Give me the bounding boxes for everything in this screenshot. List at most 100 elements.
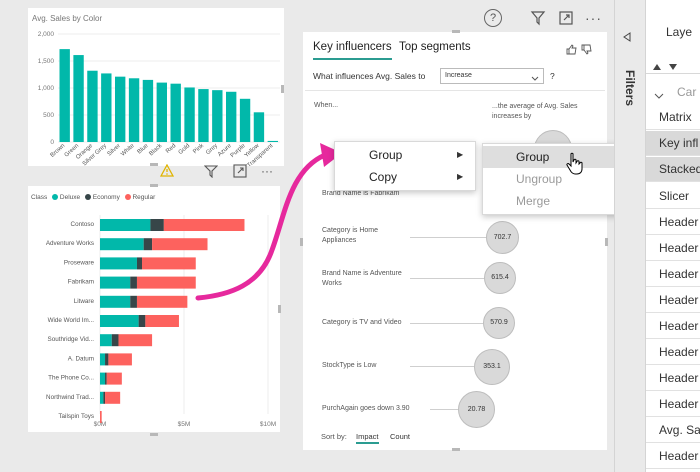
connector-line [410,366,474,367]
context-menu-item-copy[interactable]: Copy ▶ [335,166,475,188]
bar-segment [100,276,131,289]
resize-handle[interactable] [281,85,284,93]
bar [184,87,195,142]
bar-segment [105,391,121,404]
more-options-icon[interactable]: ··· [585,10,602,26]
pane-item-header[interactable]: Header [646,236,700,261]
pane-item-header[interactable]: Header [646,288,700,313]
resize-handle[interactable] [150,433,158,436]
pane-item-matrix[interactable]: Matrix [646,105,700,130]
sort-impact-button[interactable]: Impact [356,432,379,444]
influencer-bubble[interactable]: 702.7 [486,221,519,254]
resize-handle[interactable] [452,448,460,451]
ki-divider [305,90,605,91]
bar-segment [136,295,188,308]
thumbs-down-icon[interactable] [581,42,592,55]
pane-item-header[interactable]: Header [646,366,700,391]
submenu-item-merge[interactable]: Merge [483,190,633,212]
influencer-label-adventure-works[interactable]: Brand Name is Adventure Works [322,270,402,287]
context-menu-item-group[interactable]: Group ▶ [335,144,475,166]
filters-pane-collapsed[interactable] [614,0,643,472]
focus-mode-icon[interactable] [558,10,574,26]
pane-item-header[interactable]: Header [646,314,700,339]
sort-count-button[interactable]: Count [390,432,411,441]
influence-dropdown[interactable]: Increase [440,68,544,84]
pane-item-header[interactable]: Header [646,444,700,469]
pane-item-key-influencers[interactable]: Key infl [646,131,700,156]
x-tick-label: $0M [94,421,107,428]
pane-item-slicer[interactable]: Slicer [646,184,700,209]
bar [212,90,223,142]
bar-segment [143,238,153,251]
chevron-right-icon: ▶ [457,150,464,159]
connector-line [410,237,486,238]
resize-handle[interactable] [452,30,460,33]
warning-icon[interactable] [159,163,175,177]
submenu-item-group[interactable]: Group [483,146,633,168]
influencer-bubble[interactable]: 615.4 [484,262,516,294]
chart-title: Avg. Sales by Color [32,14,103,23]
filter-icon[interactable] [203,164,219,179]
bar-segment [108,353,132,366]
chevron-down-icon[interactable] [654,87,664,99]
legend-label-regular: Regular [132,194,156,201]
more-options-icon[interactable]: ··· [261,164,273,178]
avg-sales-by-color-chart[interactable]: Avg. Sales by Color 2,000 1,500 1,000 500 0 B… [28,8,284,166]
pane-item-header[interactable]: Header [646,210,700,235]
expand-filters-icon[interactable] [621,30,633,42]
bar [73,55,84,143]
bar-segment [138,315,146,327]
dropdown-value: Increase [445,72,472,79]
thumbs-up-icon[interactable] [566,42,577,55]
filter-icon[interactable] [530,10,546,26]
legend: Class Deluxe Economy Regular [31,194,155,201]
tab-active-underline [313,58,392,60]
key-influencers-visual[interactable] [303,32,607,450]
tab-top-segments[interactable]: Top segments [399,41,471,53]
influencer-bubble[interactable]: 570.9 [483,307,515,339]
filters-label[interactable]: Filters [623,70,637,107]
influencer-bubble[interactable]: 353.1 [474,349,510,385]
class-stacked-bar-chart[interactable]: Class Deluxe Economy Regular $0M $5M $10M C… [28,186,280,432]
influencer-bubble[interactable]: 20.78 [458,391,495,428]
resize-handle[interactable] [605,238,608,246]
resize-handle[interactable] [150,163,158,166]
help-icon[interactable]: ? [484,9,502,27]
bar-segment [100,295,131,308]
move-down-icon[interactable] [668,58,678,70]
pane-item-avg-sales[interactable]: Avg. Sa [646,418,700,443]
influencer-label-brand-fabrikam[interactable]: Brand Name is Fabrikam [322,190,400,197]
legend-dot-deluxe [52,194,59,200]
bar-segment [118,334,153,347]
bar [142,79,154,142]
y-tick-label: Adventure Works [46,240,94,247]
resize-handle[interactable] [278,305,281,313]
influencer-label-tv-video[interactable]: Category is TV and Video [322,319,402,326]
focus-mode-icon[interactable] [233,164,247,178]
y-tick-label: 1,500 [38,58,55,65]
influencer-label-stocktype[interactable]: StockType is Low [322,362,377,369]
x-tick-label: White [120,143,136,158]
resize-handle[interactable] [300,238,303,246]
bar-segment [130,295,137,308]
submenu-item-ungroup[interactable]: Ungroup [483,168,633,190]
pane-item-header[interactable]: Header [646,392,700,417]
bar [239,98,251,142]
move-up-icon[interactable] [652,58,662,70]
color-chart-svg: 2,0001,5001,0005000BrownGreenOrangeSilve… [38,31,280,166]
resize-handle[interactable] [150,184,158,187]
pane-item-header[interactable]: Header [646,340,700,365]
pane-item-header[interactable]: Header [646,262,700,287]
y-tick-label: Fabrikam [68,279,94,286]
bar-segment [130,276,137,289]
pane-section[interactable]: Car [677,85,697,99]
sort-by-label: Sort by: [321,432,347,441]
pane-item-stacked[interactable]: Stacked [646,157,700,182]
legend-dot-economy [84,194,91,200]
influencer-label-purchagain[interactable]: PurchAgain goes down 3.90 [322,405,410,412]
bar-segment [136,276,196,289]
influencer-label-home-appliances[interactable]: Category is Home Appliances [322,227,379,244]
bar-segment [145,315,179,327]
tab-key-influencers[interactable]: Key influencers [313,41,392,53]
bar-segment [163,219,245,231]
